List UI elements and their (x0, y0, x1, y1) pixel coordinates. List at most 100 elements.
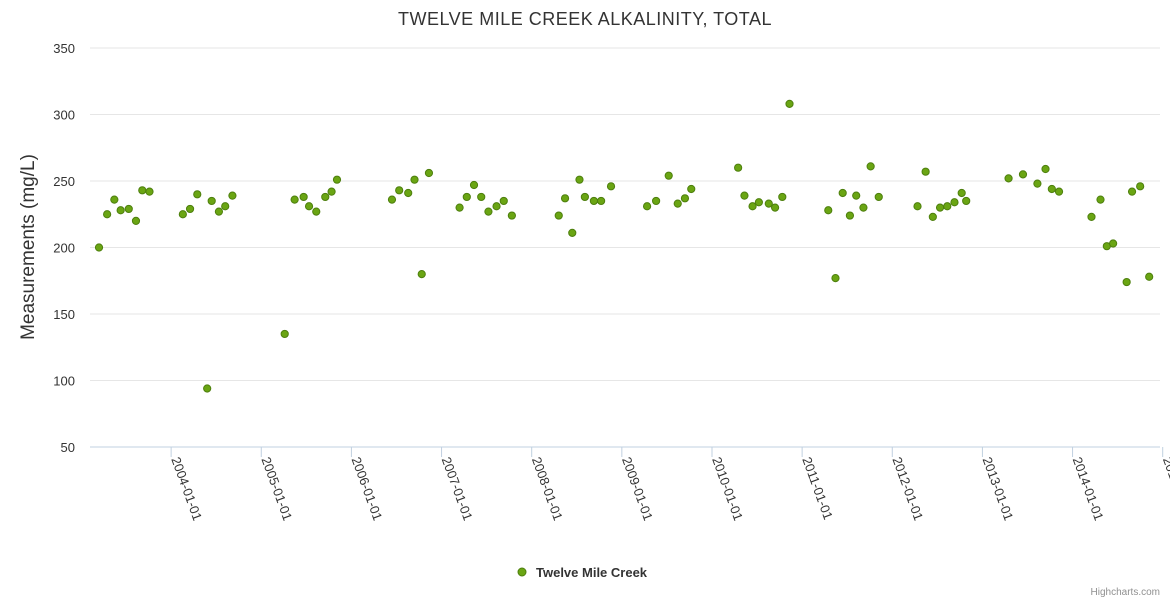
x-tick-label: 2004-01-01 (168, 455, 205, 523)
data-point[interactable] (507, 211, 516, 220)
data-point[interactable] (943, 202, 952, 211)
data-point[interactable] (921, 167, 930, 176)
x-axis-ticks: 2004-01-01 2005-01-01 2006-01-01 2007-01-01… (168, 447, 1170, 523)
data-point[interactable] (103, 210, 112, 219)
data-point[interactable] (1145, 272, 1154, 281)
data-point[interactable] (178, 210, 187, 219)
data-point[interactable] (560, 194, 570, 203)
data-point[interactable] (589, 196, 599, 206)
data-point[interactable] (492, 202, 501, 211)
data-point[interactable] (94, 243, 104, 252)
data-point[interactable] (764, 199, 773, 208)
data-point[interactable] (327, 187, 336, 196)
gridlines (90, 47, 1160, 381)
data-point[interactable] (116, 206, 125, 215)
data-point[interactable] (785, 99, 794, 108)
data-point[interactable] (651, 196, 661, 206)
data-point[interactable] (575, 175, 584, 184)
data-point[interactable] (110, 195, 119, 204)
data-point[interactable] (748, 202, 757, 211)
legend-item-label[interactable]: Twelve Mile Creek (536, 565, 648, 580)
data-point[interactable] (1087, 212, 1096, 222)
x-tick-label: 2013-01-01 (980, 455, 1017, 523)
data-point[interactable] (642, 202, 652, 211)
data-point[interactable] (1122, 277, 1131, 287)
data-point[interactable] (580, 192, 589, 202)
data-point[interactable] (664, 171, 673, 180)
credit-link[interactable]: Highcharts.com (1091, 587, 1160, 598)
data-point[interactable] (214, 207, 224, 216)
data-point[interactable] (321, 192, 330, 202)
data-point[interactable] (312, 207, 321, 216)
data-point[interactable] (387, 195, 397, 204)
data-point[interactable] (838, 188, 847, 198)
data-point[interactable] (462, 192, 471, 202)
data-point[interactable] (606, 182, 616, 191)
data-point[interactable] (852, 191, 861, 200)
data-point[interactable] (770, 203, 780, 212)
data-point[interactable] (1109, 239, 1118, 248)
data-point[interactable] (193, 190, 202, 199)
data-point[interactable] (568, 228, 577, 237)
data-point[interactable] (484, 207, 493, 216)
data-point[interactable] (299, 192, 308, 202)
data-point[interactable] (499, 196, 508, 206)
data-point[interactable] (290, 195, 299, 204)
data-point[interactable] (207, 196, 216, 206)
data-point[interactable] (410, 175, 419, 184)
data-point[interactable] (404, 188, 413, 198)
data-point[interactable] (673, 199, 682, 208)
data-point[interactable] (1096, 195, 1105, 204)
data-point[interactable] (1033, 179, 1042, 188)
data-point[interactable] (417, 270, 426, 279)
data-point[interactable] (874, 192, 883, 202)
data-point[interactable] (1018, 170, 1028, 179)
data-point[interactable] (687, 184, 696, 194)
data-point[interactable] (1136, 182, 1145, 191)
data-point[interactable] (754, 198, 763, 207)
data-point[interactable] (424, 168, 434, 178)
data-point[interactable] (950, 198, 959, 207)
data-point[interactable] (554, 211, 563, 220)
data-point[interactable] (304, 202, 314, 211)
data-point[interactable] (395, 186, 404, 195)
data-point[interactable] (1047, 184, 1056, 194)
data-point[interactable] (778, 192, 787, 202)
data-point[interactable] (824, 206, 833, 215)
data-point[interactable] (203, 384, 212, 393)
data-point[interactable] (185, 204, 195, 214)
data-point[interactable] (280, 329, 289, 339)
data-point[interactable] (138, 186, 147, 195)
x-tick-label: 2009-01-01 (619, 455, 656, 523)
y-axis-ticks: 50 100 150 200 250 300 350 (53, 41, 75, 455)
data-point[interactable] (228, 191, 237, 200)
data-point[interactable] (957, 188, 966, 198)
data-point[interactable] (469, 180, 479, 190)
data-point[interactable] (734, 163, 743, 172)
data-point[interactable] (740, 191, 749, 200)
data-point[interactable] (1004, 174, 1013, 183)
data-point[interactable] (131, 216, 141, 225)
data-point[interactable] (332, 175, 342, 184)
data-point[interactable] (859, 203, 868, 212)
data-point[interactable] (913, 202, 922, 211)
legend-marker (517, 567, 527, 577)
data-point[interactable] (928, 212, 937, 222)
data-point[interactable] (1054, 187, 1064, 196)
data-point[interactable] (477, 192, 486, 202)
data-point[interactable] (1041, 164, 1050, 174)
data-point[interactable] (455, 203, 464, 212)
data-point[interactable] (962, 196, 971, 206)
data-point[interactable] (680, 194, 690, 203)
data-point[interactable] (221, 202, 230, 211)
data-point[interactable] (935, 203, 945, 212)
data-point[interactable] (845, 211, 855, 220)
legend[interactable]: Twelve Mile Creek (517, 565, 648, 580)
data-point[interactable] (1127, 187, 1137, 196)
data-point[interactable] (145, 187, 154, 196)
data-point[interactable] (597, 196, 606, 206)
data-point[interactable] (831, 273, 840, 283)
y-axis-label: Measurements (mg/L) (18, 154, 39, 340)
data-point[interactable] (124, 204, 133, 214)
data-point[interactable] (866, 162, 875, 171)
